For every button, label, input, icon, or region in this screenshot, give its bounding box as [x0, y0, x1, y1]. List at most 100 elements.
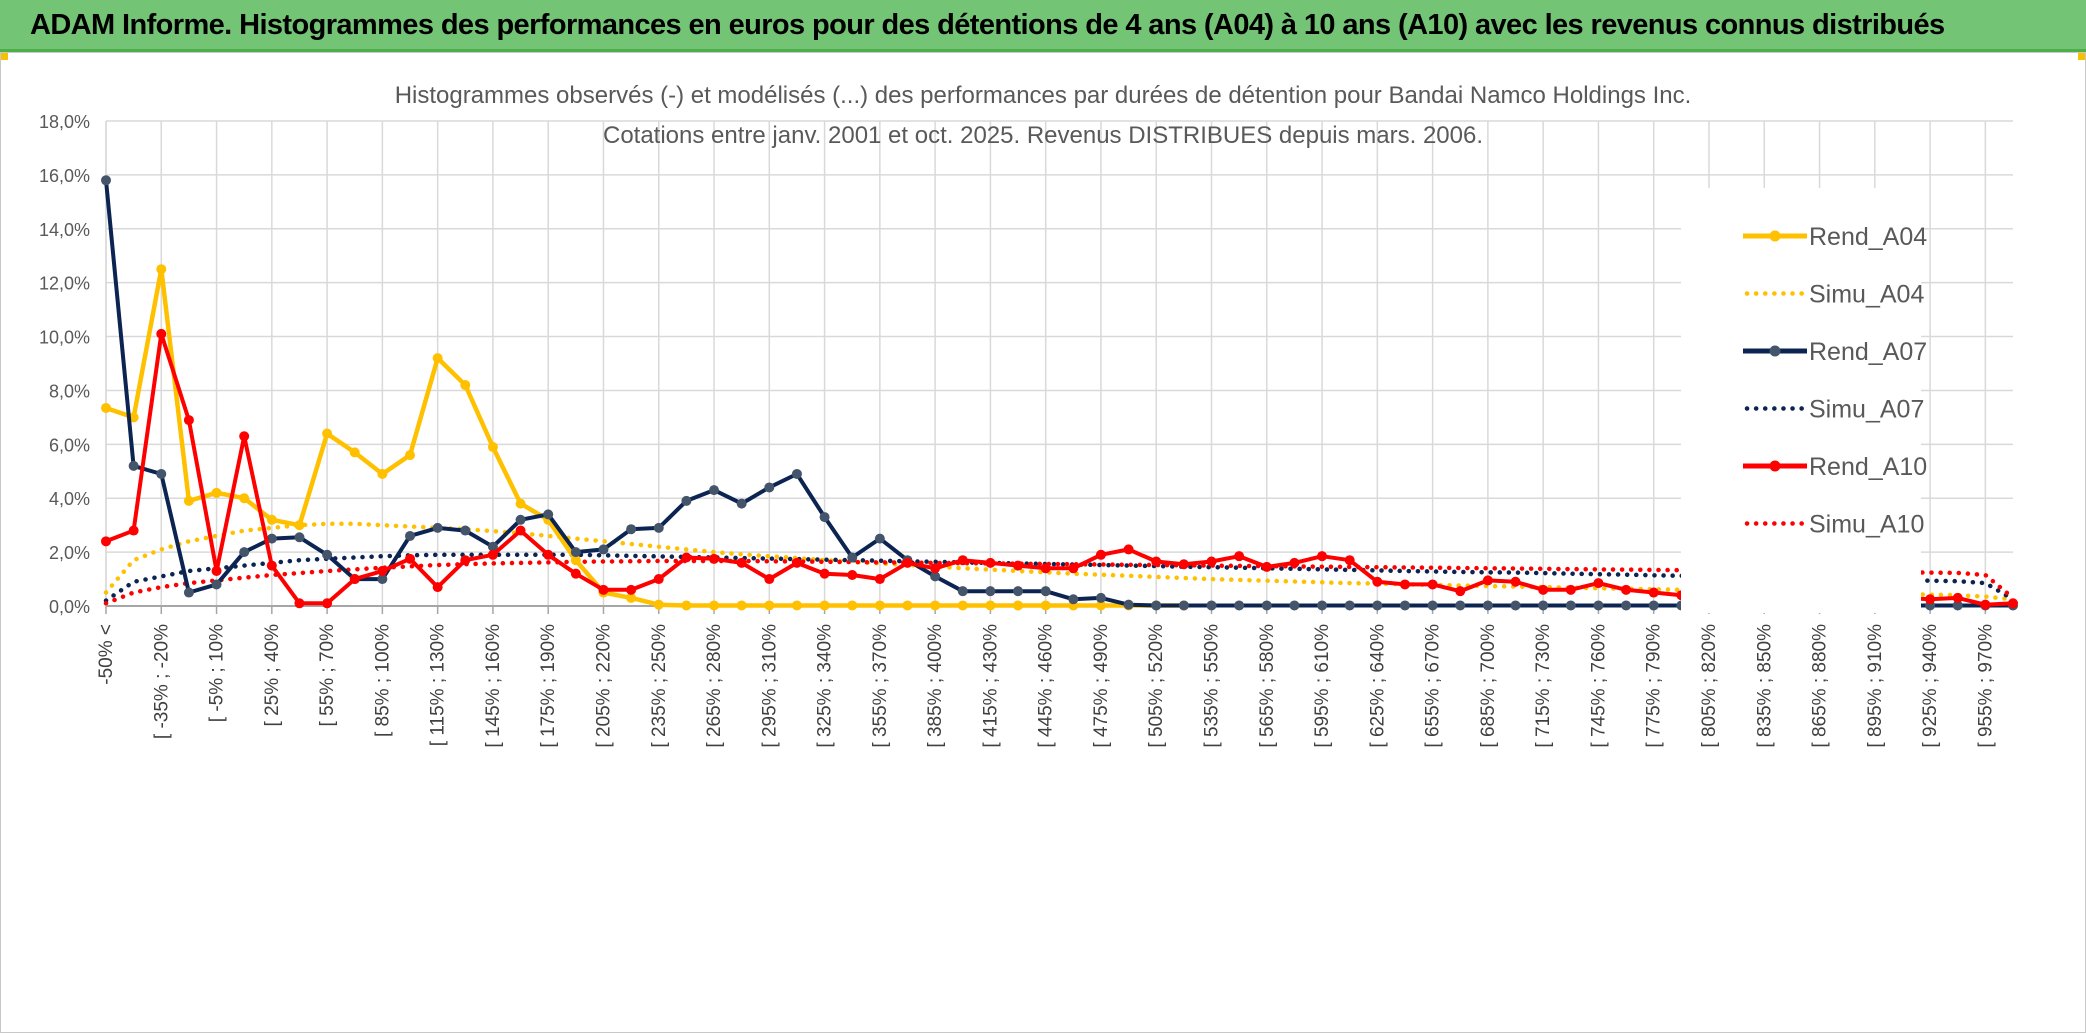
data-point-rend-a07: [1289, 600, 1300, 611]
data-point-rend-a10: [460, 555, 471, 566]
data-point-rend-a07: [101, 175, 111, 186]
data-point-rend-a10: [598, 584, 609, 595]
data-point-rend-a07: [1510, 600, 1521, 611]
data-point-rend-a07: [128, 460, 139, 471]
corner-marker-left: [0, 52, 8, 60]
legend-marker-rend-a10: [1769, 460, 1781, 472]
data-point-rend-a04: [1040, 600, 1051, 611]
data-point-rend-a07: [156, 468, 167, 479]
data-point-rend-a10: [1648, 587, 1659, 598]
x-tick-label: [ 205% ; 220%: [593, 624, 614, 748]
data-point-rend-a07: [570, 547, 581, 558]
data-point-rend-a04: [405, 450, 416, 461]
data-point-rend-a07: [1095, 592, 1106, 603]
data-point-rend-a04: [266, 514, 277, 525]
legend-label-simu-a04: Simu_A04: [1809, 281, 1924, 309]
x-tick-label: [ 595% ; 610%: [1312, 624, 1333, 748]
data-point-rend-a04: [709, 600, 720, 611]
x-tick-label: [ 685% ; 700%: [1478, 624, 1499, 748]
x-tick-label: [ 535% ; 550%: [1202, 624, 1223, 748]
x-tick-label: [ 85% ; 100%: [372, 624, 393, 737]
x-tick-label: [ 865% ; 880%: [1810, 624, 1831, 748]
data-point-rend-a07: [1372, 600, 1383, 611]
x-tick-label: [ 55% ; 70%: [317, 624, 338, 727]
legend: Rend_A04 Simu_A04 Rend_A07 Simu_A07 Rend_A10…: [1743, 223, 1927, 539]
data-point-rend-a10: [1344, 555, 1355, 566]
x-tick-label: [ 295% ; 310%: [759, 624, 780, 748]
legend-label-simu-a10: Simu_A10: [1809, 511, 1924, 539]
data-point-rend-a07: [460, 525, 471, 536]
data-point-rend-a04: [432, 353, 443, 364]
data-point-rend-a10: [1925, 594, 1936, 605]
data-point-rend-a10: [681, 552, 692, 563]
data-point-rend-a10: [2008, 598, 2018, 609]
data-point-rend-a10: [1593, 578, 1604, 589]
x-tick-label: [ 235% ; 250%: [649, 624, 670, 748]
chart-area: 0,0% 2,0% 4,0% 6,0% 8,0% 10,0% 12,0% 14,0% 16,0%…: [0, 52, 2086, 1033]
data-point-rend-a07: [681, 495, 692, 506]
data-point-rend-a10: [1289, 557, 1300, 568]
data-point-rend-a04: [985, 600, 996, 611]
data-point-rend-a07: [1427, 600, 1438, 611]
data-point-rend-a04: [626, 592, 637, 603]
data-point-rend-a10: [543, 549, 554, 560]
data-point-rend-a07: [405, 530, 416, 541]
data-point-rend-a10: [1427, 579, 1438, 590]
data-point-rend-a10: [1538, 584, 1549, 595]
data-point-rend-a10: [819, 568, 830, 579]
x-tick-label: [ 445% ; 460%: [1036, 624, 1057, 748]
data-point-rend-a07: [1621, 600, 1632, 611]
data-point-rend-a07: [1538, 600, 1549, 611]
x-tick-label: [ 115% ; 130%: [428, 624, 449, 746]
x-tick-label: [ 955% ; 970%: [1975, 624, 1996, 748]
data-point-rend-a07: [1206, 600, 1217, 611]
data-point-rend-a04: [1095, 600, 1106, 611]
data-point-rend-a07: [1482, 600, 1493, 611]
data-point-rend-a07: [626, 524, 637, 535]
data-point-rend-a04: [487, 442, 498, 453]
data-point-rend-a07: [1151, 600, 1162, 611]
data-point-rend-a10: [653, 574, 664, 585]
data-point-rend-a04: [736, 600, 747, 611]
data-point-rend-a10: [847, 570, 858, 581]
data-point-rend-a10: [736, 557, 747, 568]
data-point-rend-a10: [211, 565, 222, 576]
data-point-rend-a07: [874, 533, 885, 544]
legend-label-rend-a07: Rend_A07: [1809, 338, 1927, 366]
data-point-rend-a10: [432, 582, 443, 593]
data-point-rend-a10: [349, 574, 360, 585]
y-tick-label: 14,0%: [39, 220, 90, 240]
data-point-rend-a04: [101, 402, 111, 413]
data-point-rend-a10: [874, 574, 885, 585]
data-point-rend-a04: [570, 555, 581, 566]
y-tick-label: 10,0%: [39, 328, 90, 348]
legend-marker-rend-a07: [1769, 345, 1781, 357]
data-point-rend-a07: [432, 522, 443, 533]
data-point-rend-a10: [156, 328, 167, 339]
data-point-rend-a10: [1510, 576, 1521, 587]
x-tick-label: [ 655% ; 670%: [1423, 624, 1444, 748]
data-point-rend-a07: [377, 574, 388, 585]
data-point-rend-a10: [1206, 556, 1217, 567]
data-point-rend-a04: [377, 468, 388, 479]
corner-marker-right: [2078, 52, 2086, 60]
x-tick-label: [ 145% ; 160%: [483, 624, 504, 748]
data-point-rend-a04: [791, 600, 802, 611]
data-point-rend-a07: [543, 509, 554, 520]
data-point-rend-a07: [653, 522, 664, 533]
data-point-rend-a07: [211, 579, 222, 590]
data-point-rend-a07: [322, 549, 333, 560]
data-point-rend-a10: [1372, 576, 1383, 587]
data-point-rend-a04: [349, 447, 360, 458]
data-point-rend-a10: [1095, 549, 1106, 560]
data-point-rend-a10: [1068, 563, 1079, 574]
data-point-rend-a04: [183, 495, 194, 506]
data-point-rend-a07: [1068, 594, 1079, 605]
header-bar: ADAM Informe. Histogrammes des performan…: [0, 0, 2086, 52]
x-tick-label: [ 715% ; 730%: [1533, 624, 1554, 748]
data-point-rend-a07: [1040, 586, 1051, 597]
data-point-rend-a07: [957, 586, 968, 597]
data-point-rend-a07: [1952, 600, 1963, 611]
data-point-rend-a10: [183, 415, 194, 426]
data-point-rend-a07: [1013, 586, 1024, 597]
